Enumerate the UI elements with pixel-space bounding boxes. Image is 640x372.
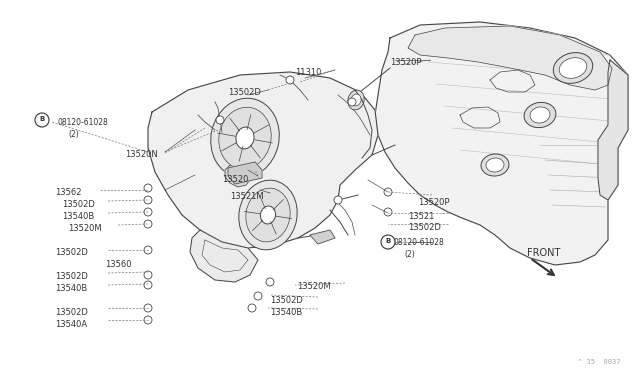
Text: 13540B: 13540B — [62, 212, 94, 221]
Text: 13520M: 13520M — [297, 282, 331, 291]
Text: 13520N: 13520N — [125, 150, 157, 159]
Text: 13520P: 13520P — [418, 198, 449, 207]
Circle shape — [266, 278, 274, 286]
Text: 13521M: 13521M — [230, 192, 264, 201]
Ellipse shape — [260, 206, 276, 224]
Circle shape — [144, 246, 152, 254]
Ellipse shape — [554, 52, 593, 83]
Text: 13521: 13521 — [408, 212, 435, 221]
Circle shape — [248, 304, 256, 312]
Circle shape — [144, 304, 152, 312]
Text: 13562: 13562 — [55, 188, 81, 197]
Ellipse shape — [239, 180, 297, 250]
Text: (2): (2) — [68, 130, 79, 139]
Text: 13520M: 13520M — [68, 224, 102, 233]
Circle shape — [144, 196, 152, 204]
Text: FRONT: FRONT — [527, 248, 561, 258]
Text: 11310: 11310 — [295, 68, 321, 77]
Text: 13502D: 13502D — [408, 223, 441, 232]
Circle shape — [144, 316, 152, 324]
Text: 08120-61028: 08120-61028 — [58, 118, 109, 127]
Circle shape — [334, 196, 342, 204]
Polygon shape — [408, 26, 612, 90]
Polygon shape — [598, 60, 628, 200]
Text: B: B — [40, 116, 45, 122]
Text: ^ 35  0037: ^ 35 0037 — [577, 359, 620, 365]
Circle shape — [144, 208, 152, 216]
Ellipse shape — [524, 102, 556, 128]
Polygon shape — [228, 162, 262, 184]
Polygon shape — [225, 165, 250, 187]
Circle shape — [384, 208, 392, 216]
Circle shape — [286, 76, 294, 84]
Circle shape — [144, 271, 152, 279]
Text: 08120-61028: 08120-61028 — [394, 238, 445, 247]
Circle shape — [144, 281, 152, 289]
Circle shape — [35, 113, 49, 127]
Text: 13540B: 13540B — [270, 308, 302, 317]
Circle shape — [144, 220, 152, 228]
Text: (2): (2) — [404, 250, 415, 259]
Ellipse shape — [219, 107, 271, 169]
Ellipse shape — [348, 90, 364, 110]
Ellipse shape — [211, 98, 279, 178]
Polygon shape — [190, 230, 258, 282]
Ellipse shape — [559, 58, 587, 78]
Circle shape — [144, 184, 152, 192]
Ellipse shape — [246, 188, 290, 242]
Circle shape — [381, 235, 395, 249]
Text: 13540A: 13540A — [55, 320, 87, 329]
Text: 13560: 13560 — [105, 260, 131, 269]
Text: 13502D: 13502D — [55, 272, 88, 281]
Text: B: B — [385, 238, 390, 244]
Text: 13502D: 13502D — [270, 296, 303, 305]
Text: 13502D: 13502D — [62, 200, 95, 209]
Polygon shape — [375, 22, 628, 265]
Polygon shape — [148, 72, 378, 248]
Circle shape — [348, 98, 356, 106]
Ellipse shape — [236, 127, 254, 149]
Text: 13502D: 13502D — [55, 248, 88, 257]
Text: 13502D: 13502D — [228, 88, 261, 97]
Ellipse shape — [481, 154, 509, 176]
Ellipse shape — [530, 107, 550, 123]
Text: 13502D: 13502D — [55, 308, 88, 317]
Circle shape — [384, 188, 392, 196]
Ellipse shape — [486, 158, 504, 172]
Polygon shape — [310, 230, 335, 244]
Text: 13540B: 13540B — [55, 284, 87, 293]
Circle shape — [254, 292, 262, 300]
Circle shape — [216, 116, 224, 124]
Text: 13520P: 13520P — [390, 58, 422, 67]
Ellipse shape — [351, 94, 361, 106]
Text: 13520: 13520 — [222, 175, 248, 184]
